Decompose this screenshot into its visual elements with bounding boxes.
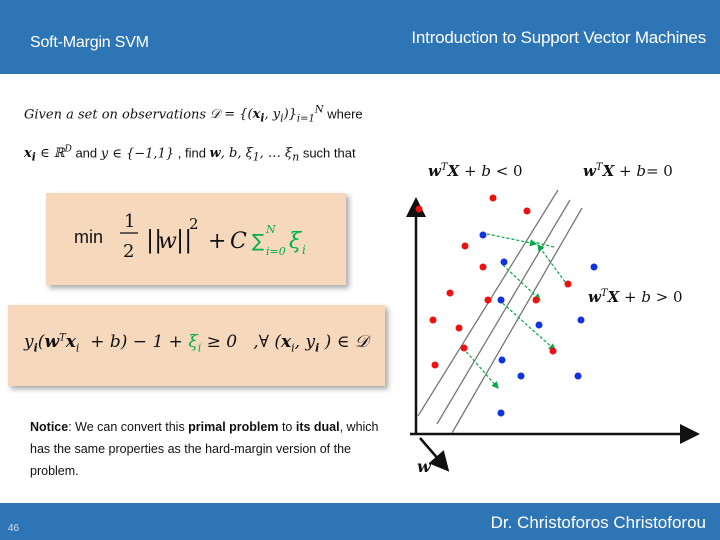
label-negative-region: wTX + b < 0 [428,162,523,180]
intro-text: Given a set on observations 𝒟 = {(xi, yi… [24,96,384,173]
svg-text:2: 2 [123,241,134,262]
svg-text:||: || [176,226,192,255]
intro-line-2: xi ∈ ℝD and y ∈ {−1,1} , find w, b, ξ1, … [24,144,356,164]
constraint-formula: yi(wTxi + b) − 1 + ξi ≥ 0 ,∀ (xi, yi ) ∈… [24,332,369,355]
margin-line-positive [451,207,583,434]
intro-line-1: Given a set on observations 𝒟 = {(xi, yi… [24,105,363,125]
footer-bar: 46 Dr. Christoforos Christoforou [0,503,720,540]
slide-section-title: Soft-Margin SVM [30,34,149,51]
objective-formula: 1 2 || w || 2 + C ∑ N i=0 ξ i [120,211,306,262]
svg-text:N: N [265,223,276,236]
header-bar: Soft-Margin SVM Introduction to Support … [0,0,720,74]
svg-text:i=0: i=0 [266,245,286,258]
svg-text:i: i [302,243,306,257]
intro-where: where [327,106,363,122]
w-vector [419,437,450,472]
svm-diagram: w [406,189,700,476]
course-title: Introduction to Support Vector Machines [411,28,706,47]
page-number: 46 [8,523,20,534]
svg-text:w: w [158,229,177,254]
decision-boundary-line [436,199,571,425]
constraint-box: yi(wTxi + b) − 1 + ξi ≥ 0 ,∀ (xi, yi ) ∈… [8,305,385,386]
svg-text:1: 1 [124,211,135,232]
red-class-points [415,194,572,369]
label-positive-region: wTX + b > 0 [588,288,683,306]
slack-arrows [462,232,569,389]
svg-text:ξ: ξ [289,229,303,254]
svg-text:2: 2 [189,215,199,233]
blue-class-points [479,231,598,417]
w-label: w [417,457,432,476]
intro-line-1-text: Given a set on observations [24,107,207,123]
notice-text: Notice: We can convert this primal probl… [30,420,379,478]
svg-text:C: C [230,229,247,254]
intro-such-that: such that [302,145,356,161]
author-name: Dr. Christoforos Christoforou [490,513,706,532]
min-label: min [74,227,104,247]
label-decision-boundary: wTX + b= 0 [583,162,673,180]
svg-text:∑: ∑ [252,231,264,252]
objective-box: min 1 2 || w || 2 + C ∑ N i=0 ξ i [46,193,346,285]
notice-lead: Notice [30,420,69,434]
svg-text:+: + [208,229,226,254]
svg-text:||: || [146,226,162,255]
